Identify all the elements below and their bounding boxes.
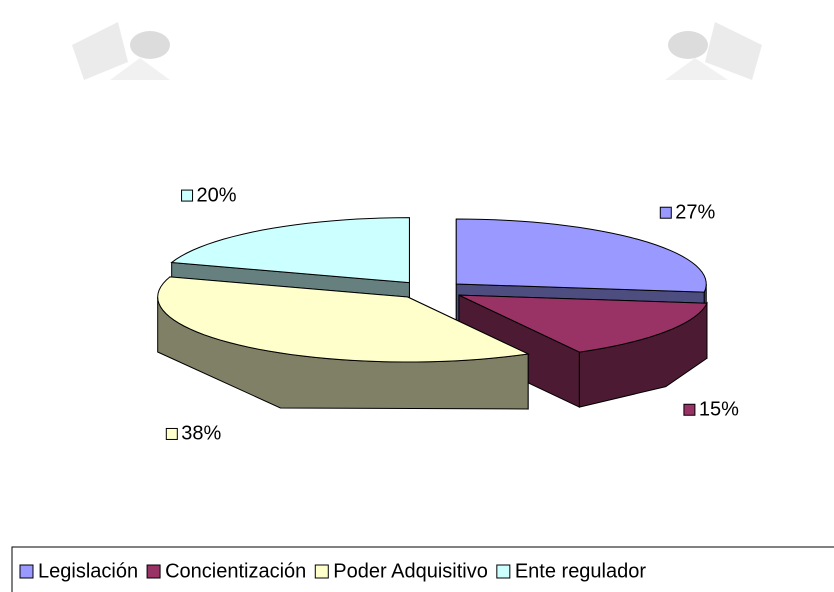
data-label: 27% [675, 202, 715, 224]
legend-marker [19, 564, 34, 579]
legend-marker [146, 564, 161, 579]
data-label-marker [181, 189, 194, 202]
legend-label: Poder Adquisitivo [333, 560, 488, 582]
data-label: 15% [699, 399, 739, 421]
data-label: 38% [181, 423, 221, 445]
slice [157, 276, 530, 363]
legend-label: Legislación [38, 560, 138, 582]
legend-marker [314, 564, 329, 579]
decoration-left [72, 22, 170, 80]
decoration-right [665, 22, 762, 80]
slice [455, 218, 707, 293]
legend-label: Concientización [165, 560, 306, 582]
data-label: 20% [197, 184, 237, 206]
slice [157, 276, 530, 410]
legend-marker [496, 564, 511, 579]
data-label-marker [683, 403, 696, 416]
legend-label: Ente regulador [515, 560, 647, 582]
data-label-marker [165, 427, 178, 440]
slice [458, 294, 708, 353]
slice [170, 217, 410, 284]
data-label-marker [659, 206, 672, 219]
